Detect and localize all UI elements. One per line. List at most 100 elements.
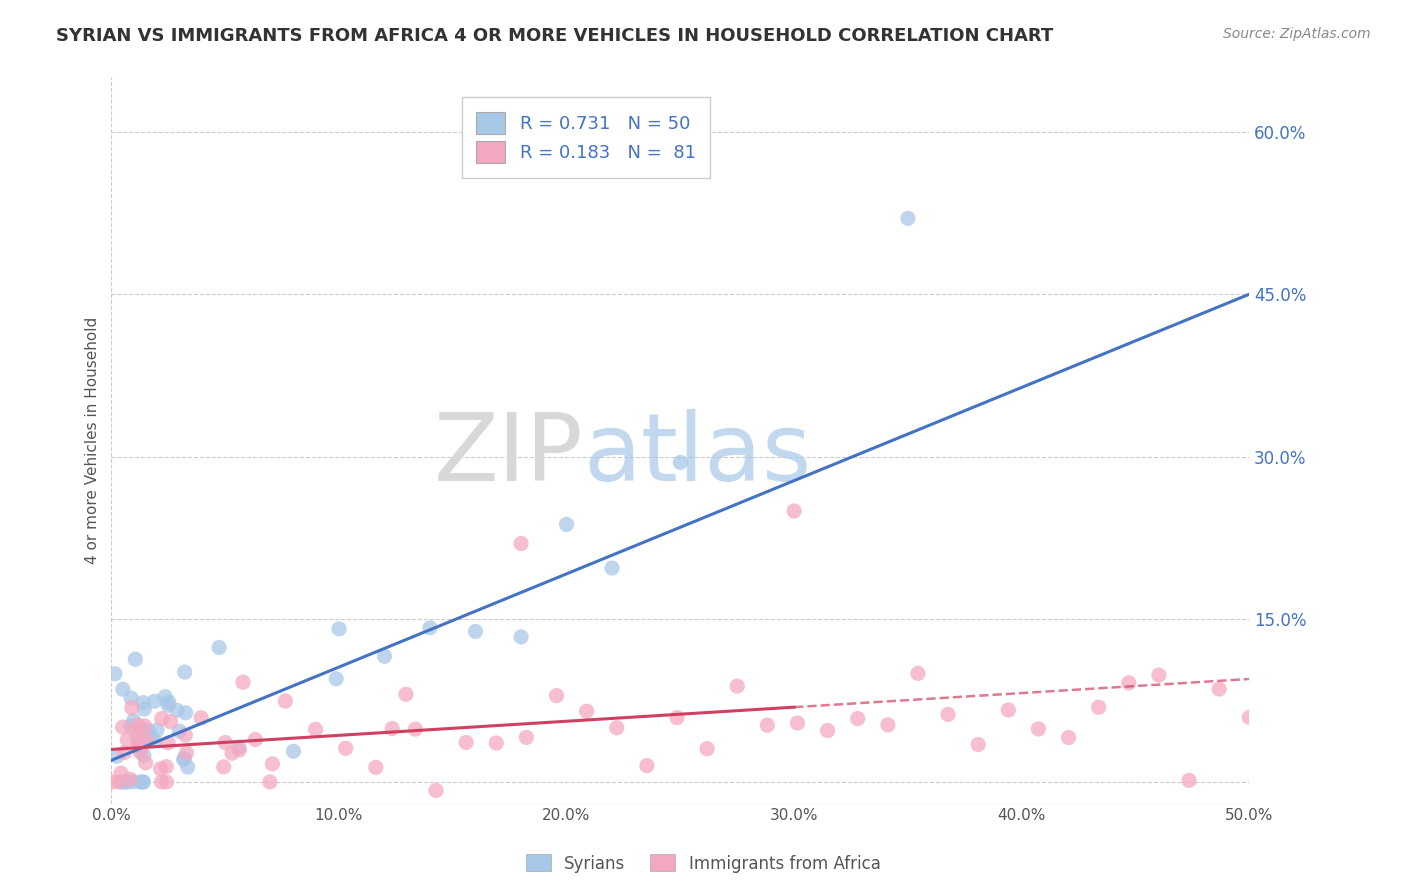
Point <box>1028 722 1050 736</box>
Point <box>121 775 143 789</box>
Point <box>245 732 267 747</box>
Point <box>124 723 146 738</box>
Point <box>221 746 243 760</box>
Point <box>1178 773 1201 788</box>
Point <box>128 732 150 747</box>
Point <box>600 561 623 575</box>
Point <box>897 211 920 226</box>
Point <box>1239 710 1261 724</box>
Point <box>101 775 124 789</box>
Text: SYRIAN VS IMMIGRANTS FROM AFRICA 4 OR MORE VEHICLES IN HOUSEHOLD CORRELATION CHA: SYRIAN VS IMMIGRANTS FROM AFRICA 4 OR MO… <box>56 27 1053 45</box>
Point <box>325 672 347 686</box>
Point <box>510 536 533 550</box>
Point <box>335 741 357 756</box>
Point <box>373 649 395 664</box>
Point <box>159 714 181 729</box>
Point <box>208 640 231 655</box>
Point <box>138 724 160 739</box>
Point <box>157 695 180 709</box>
Point <box>105 749 128 764</box>
Point <box>515 731 537 745</box>
Point <box>128 741 150 756</box>
Point <box>127 739 149 753</box>
Point <box>1208 681 1230 696</box>
Point <box>132 696 155 710</box>
Point <box>214 735 236 749</box>
Point <box>381 722 404 736</box>
Point <box>304 723 326 737</box>
Point <box>134 702 156 716</box>
Point <box>115 775 138 789</box>
Legend: R = 0.731   N = 50, R = 0.183   N =  81: R = 0.731 N = 50, R = 0.183 N = 81 <box>461 97 710 178</box>
Point <box>725 679 748 693</box>
Point <box>117 732 139 747</box>
Point <box>283 744 305 758</box>
Point <box>135 756 157 770</box>
Point <box>157 736 180 750</box>
Point <box>228 743 250 757</box>
Point <box>132 775 155 789</box>
Point <box>155 760 177 774</box>
Point <box>967 738 990 752</box>
Point <box>104 666 127 681</box>
Point <box>174 728 197 742</box>
Point <box>176 760 198 774</box>
Point <box>167 724 190 739</box>
Point <box>111 682 134 697</box>
Point <box>262 756 284 771</box>
Point <box>121 700 143 714</box>
Point <box>127 718 149 732</box>
Point <box>786 716 808 731</box>
Point <box>135 731 157 746</box>
Point <box>173 753 195 767</box>
Point <box>636 758 658 772</box>
Point <box>150 712 173 726</box>
Y-axis label: 4 or more Vehicles in Household: 4 or more Vehicles in Household <box>86 317 100 564</box>
Point <box>143 694 166 708</box>
Point <box>510 630 533 644</box>
Point <box>111 720 134 734</box>
Point <box>546 689 568 703</box>
Text: atlas: atlas <box>583 409 811 501</box>
Point <box>1147 668 1170 682</box>
Point <box>129 745 152 759</box>
Point <box>110 766 132 780</box>
Point <box>817 723 839 738</box>
Point <box>936 707 959 722</box>
Point <box>212 760 235 774</box>
Point <box>485 736 508 750</box>
Point <box>1057 731 1080 745</box>
Point <box>575 704 598 718</box>
Point <box>1118 676 1140 690</box>
Point <box>456 735 478 749</box>
Point <box>122 714 145 728</box>
Point <box>124 652 146 666</box>
Point <box>120 719 142 733</box>
Point <box>120 691 142 706</box>
Point <box>404 722 426 736</box>
Point <box>696 741 718 756</box>
Point <box>132 722 155 736</box>
Point <box>846 712 869 726</box>
Point <box>232 675 254 690</box>
Point <box>111 775 134 789</box>
Point <box>173 665 195 679</box>
Text: Source: ZipAtlas.com: Source: ZipAtlas.com <box>1223 27 1371 41</box>
Point <box>153 690 176 704</box>
Point <box>666 711 689 725</box>
Point <box>190 711 212 725</box>
Point <box>108 775 131 789</box>
Point <box>173 751 195 765</box>
Text: ZIP: ZIP <box>434 409 583 501</box>
Point <box>115 775 138 789</box>
Point <box>174 706 197 720</box>
Point <box>228 740 250 755</box>
Point <box>132 748 155 763</box>
Point <box>997 703 1019 717</box>
Point <box>274 694 297 708</box>
Point <box>149 762 172 776</box>
Point <box>669 455 692 469</box>
Point <box>907 666 929 681</box>
Point <box>259 775 281 789</box>
Point <box>125 731 148 745</box>
